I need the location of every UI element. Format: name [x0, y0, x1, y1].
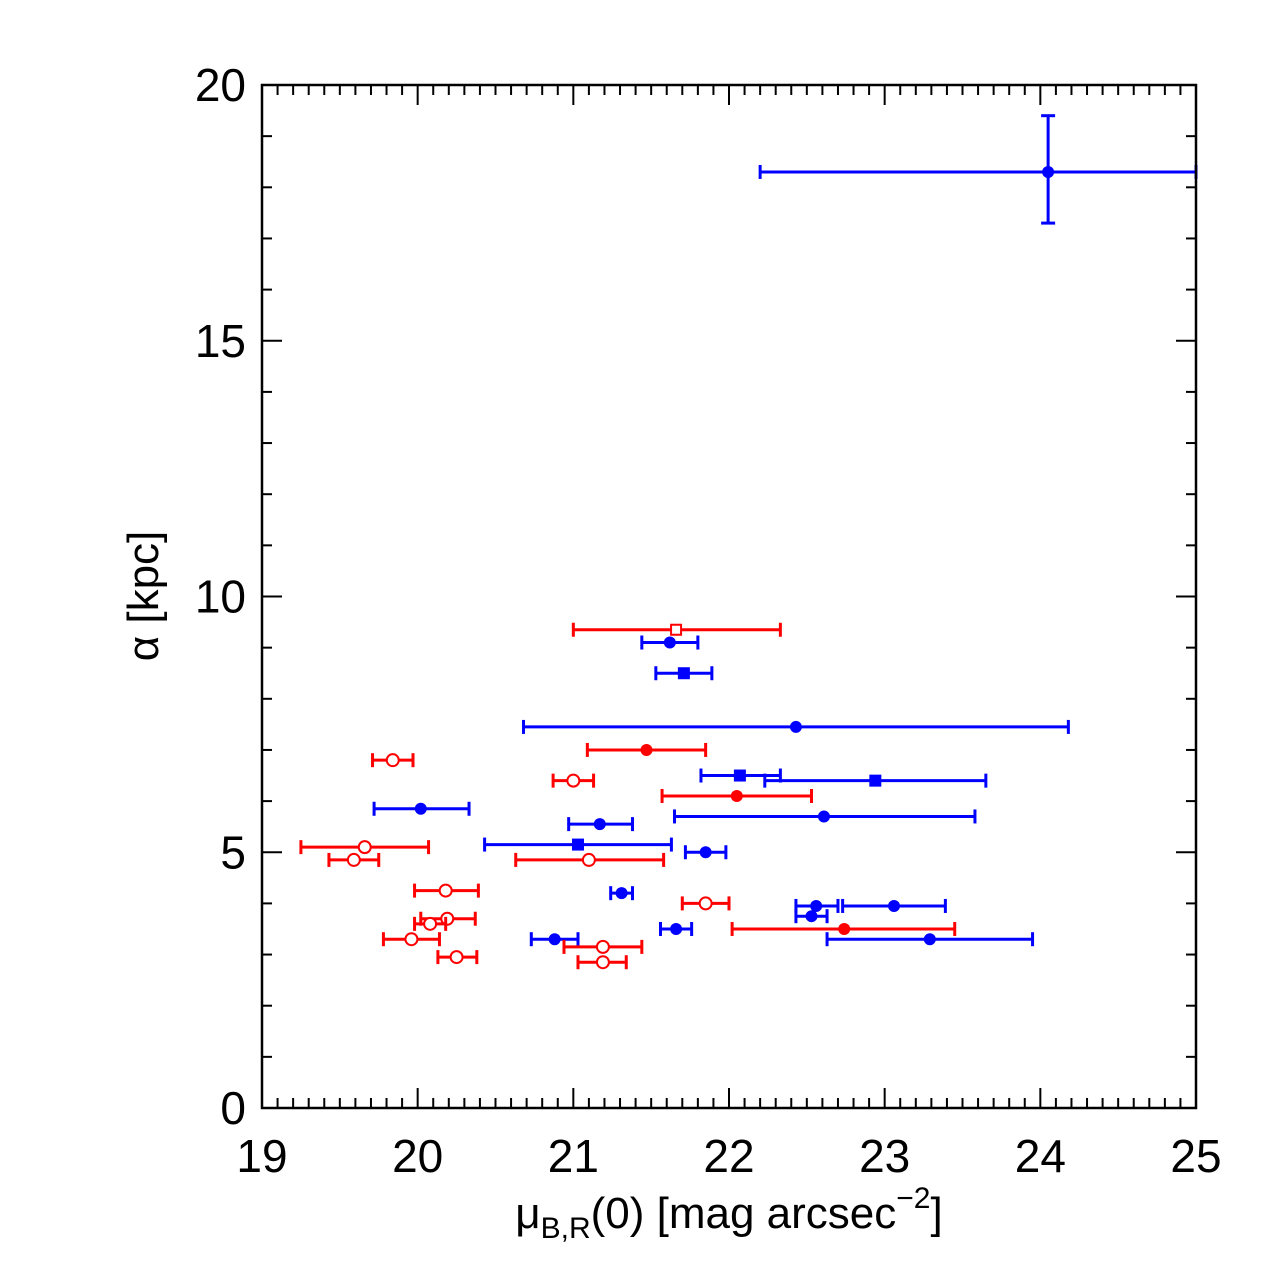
data-point: [381, 932, 441, 947]
data-point: [654, 666, 714, 681]
x-tick-label: 25: [1170, 1130, 1221, 1182]
marker-open-square: [670, 623, 683, 636]
data-point: [436, 950, 479, 965]
data-point: [640, 635, 700, 650]
y-tick-label: 0: [220, 1082, 246, 1134]
marker-open-circle: [423, 916, 438, 931]
x-axis-title-superscript: −2: [896, 1182, 930, 1215]
data-point: [660, 788, 814, 803]
marker-open-circle: [595, 939, 610, 954]
data-point: [372, 801, 471, 816]
data-point: [483, 837, 673, 852]
y-tick-label: 20: [195, 59, 246, 111]
marker-open-circle: [385, 753, 400, 768]
marker-open-circle: [404, 932, 419, 947]
marker-filled-circle: [593, 818, 606, 831]
marker-open-circle: [346, 852, 361, 867]
marker-filled-circle: [810, 899, 823, 912]
marker-filled-circle: [817, 810, 830, 823]
data-point: [758, 114, 1198, 225]
marker-filled-circle: [789, 720, 802, 733]
x-tick-label: 23: [859, 1130, 910, 1182]
data-point: [825, 932, 1035, 947]
y-tick-label: 5: [220, 826, 246, 878]
data-point: [576, 955, 628, 970]
marker-filled-square: [677, 667, 690, 680]
marker-open-circle: [698, 896, 713, 911]
marker-filled-circle: [1042, 165, 1055, 178]
marker-filled-circle: [663, 636, 676, 649]
data-point: [763, 773, 988, 788]
series-red: [299, 622, 957, 970]
data-point: [683, 845, 728, 860]
data-point: [571, 622, 782, 637]
marker-filled-circle: [730, 789, 743, 802]
marker-open-circle: [449, 950, 464, 965]
data-point: [730, 921, 957, 936]
points-layer: [299, 114, 1198, 970]
x-axis-title-subscript: B,R: [541, 1212, 591, 1245]
marker-filled-circle: [414, 802, 427, 815]
data-point: [585, 742, 708, 757]
marker-filled-circle: [615, 887, 628, 900]
ticks-layer: 19 20 21 22 23 24 25 0 5 10 15 20: [195, 59, 1222, 1182]
data-point: [794, 898, 840, 913]
data-point: [680, 896, 731, 911]
data-point: [299, 840, 431, 855]
marker-filled-circle: [888, 899, 901, 912]
marker-filled-circle: [838, 922, 851, 935]
marker-filled-circle: [923, 933, 936, 946]
marker-filled-square: [869, 774, 882, 787]
data-point: [673, 809, 977, 824]
x-tick-label: 21: [548, 1130, 599, 1182]
x-axis-title-text: (0) [mag arcsec: [591, 1189, 897, 1238]
marker-open-circle: [438, 883, 453, 898]
x-axis-title-close: ]: [931, 1189, 943, 1238]
data-point: [371, 753, 415, 768]
y-tick-label: 15: [195, 315, 246, 367]
x-tick-label: 20: [392, 1130, 443, 1182]
series-blue: [372, 114, 1198, 947]
data-point: [413, 916, 448, 931]
data-point: [562, 939, 644, 954]
plot-frame: [260, 83, 1198, 1110]
marker-open-circle: [566, 773, 581, 788]
data-point: [551, 773, 596, 788]
data-point: [327, 852, 381, 867]
y-axis-title: α [kpc]: [119, 531, 168, 662]
data-point: [794, 909, 829, 924]
data-point: [609, 886, 634, 901]
x-axis-title-symbol: μ: [515, 1189, 540, 1238]
marker-open-circle: [595, 955, 610, 970]
marker-filled-circle: [640, 743, 653, 756]
x-tick-label: 19: [236, 1130, 287, 1182]
x-tick-label: 24: [1015, 1130, 1066, 1182]
data-point: [841, 898, 947, 913]
marker-filled-square: [572, 838, 585, 851]
y-tick-label: 10: [195, 571, 246, 623]
marker-filled-square: [733, 769, 746, 782]
x-axis-title: μB,R(0) [mag arcsec−2]: [515, 1182, 942, 1245]
data-point: [567, 817, 634, 832]
data-point: [659, 921, 694, 936]
marker-filled-circle: [670, 922, 683, 935]
x-tick-label: 22: [703, 1130, 754, 1182]
marker-filled-circle: [805, 910, 818, 923]
marker-open-circle: [357, 840, 372, 855]
marker-filled-circle: [548, 933, 561, 946]
data-point: [529, 932, 580, 947]
marker-filled-circle: [699, 846, 712, 859]
marker-open-circle: [581, 852, 596, 867]
data-point: [413, 883, 480, 898]
data-point: [514, 852, 666, 867]
data-point: [522, 719, 1070, 734]
